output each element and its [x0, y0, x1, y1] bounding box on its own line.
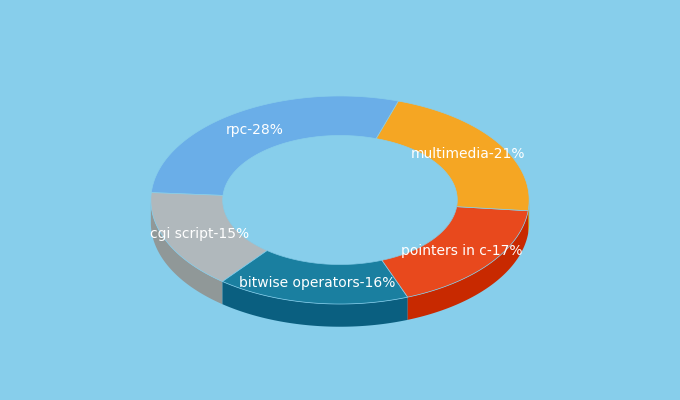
Text: rpc-28%: rpc-28%	[226, 123, 284, 137]
Polygon shape	[222, 250, 408, 304]
Text: pointers in c-17%: pointers in c-17%	[401, 244, 522, 258]
Polygon shape	[223, 201, 267, 273]
Polygon shape	[528, 201, 529, 234]
Polygon shape	[382, 207, 457, 283]
Polygon shape	[222, 282, 408, 327]
Polygon shape	[376, 101, 529, 211]
Polygon shape	[151, 192, 267, 282]
Polygon shape	[382, 207, 528, 297]
Polygon shape	[152, 96, 398, 196]
Polygon shape	[151, 201, 222, 304]
Text: cgi script-15%: cgi script-15%	[150, 227, 250, 241]
Polygon shape	[408, 211, 528, 320]
Polygon shape	[267, 250, 382, 287]
Text: multimedia-21%: multimedia-21%	[411, 147, 526, 161]
Text: bitwise operators-16%: bitwise operators-16%	[239, 276, 395, 290]
